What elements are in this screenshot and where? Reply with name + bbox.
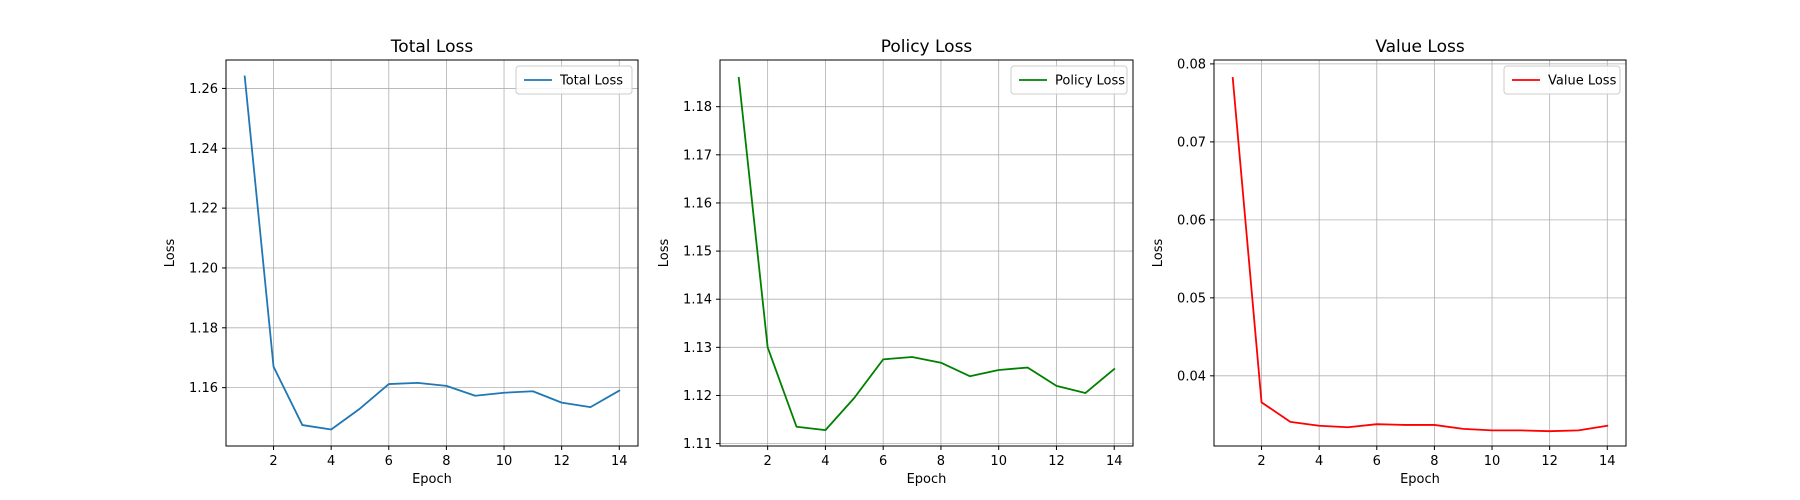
axes-frame [225, 59, 639, 447]
axes-frame [1213, 59, 1627, 447]
y-axis-label: Loss [163, 239, 178, 268]
y-tick-label: 1.14 [683, 293, 712, 308]
y-tick-label: 1.11 [683, 437, 712, 452]
y-tick-label: 1.16 [189, 381, 218, 396]
chart-title: Value Loss [1375, 37, 1465, 57]
y-tick-label: 0.07 [1177, 135, 1206, 150]
x-axis-label: Epoch [412, 472, 452, 487]
x-tick-label: 2 [764, 454, 772, 469]
series-line-0 [737, 76, 1116, 432]
y-tick-label: 1.20 [189, 261, 218, 276]
series-line-0 [1231, 76, 1609, 433]
legend-box [515, 65, 633, 95]
y-tick-label: 0.06 [1177, 213, 1206, 228]
y-tick-label: 1.18 [189, 321, 218, 336]
x-tick-label: 4 [821, 454, 829, 469]
x-tick-label: 14 [611, 454, 628, 469]
y-axis-label: Loss [1151, 239, 1166, 268]
chart-2: 2 4 6 8 10 12 14 0.04 0.05 0.06 0.07 0.08 Value Loss… [1151, 37, 1627, 487]
x-tick-label: 2 [1257, 454, 1265, 469]
y-tick-label: 1.15 [683, 245, 712, 260]
x-tick-label: 8 [937, 454, 945, 469]
chart-title: Policy Loss [881, 37, 973, 57]
legend-label: Value Loss [1548, 74, 1617, 89]
series-line-0 [243, 75, 621, 431]
y-tick-label: 1.16 [683, 196, 712, 211]
legend-box [1010, 65, 1128, 95]
legend: Total Loss [515, 65, 633, 95]
x-tick-label: 6 [385, 454, 393, 469]
y-tick-label: 1.17 [683, 148, 712, 163]
x-axis-label: Epoch [907, 472, 947, 487]
x-tick-label: 6 [1373, 454, 1381, 469]
x-tick-label: 10 [990, 454, 1007, 469]
y-tick-label: 1.22 [189, 202, 218, 217]
x-tick-label: 12 [1048, 454, 1065, 469]
x-tick-label: 4 [327, 454, 335, 469]
y-tick-label: 1.12 [683, 389, 712, 404]
y-tick-label: 1.18 [683, 100, 712, 115]
x-tick-label: 14 [1599, 454, 1616, 469]
x-tick-label: 10 [496, 454, 513, 469]
x-tick-label: 10 [1484, 454, 1501, 469]
y-tick-label: 0.04 [1177, 369, 1206, 384]
y-axis-label: Loss [657, 239, 672, 268]
x-tick-label: 8 [1430, 454, 1438, 469]
chart-1: 2 4 6 8 10 12 14 1.11 1.12 1.13 1.14 1.15 1.16 1.17 1.… [657, 37, 1134, 487]
x-tick-label: 8 [442, 454, 450, 469]
y-tick-label: 0.05 [1177, 291, 1206, 306]
x-tick-label: 4 [1315, 454, 1323, 469]
axes-frame [719, 59, 1134, 447]
y-tick-label: 1.24 [189, 142, 218, 157]
y-tick-label: 1.13 [683, 341, 712, 356]
x-tick-label: 12 [553, 454, 570, 469]
x-tick-label: 12 [1541, 454, 1558, 469]
x-axis-label: Epoch [1400, 472, 1440, 487]
legend-label: Policy Loss [1055, 74, 1125, 89]
x-tick-label: 14 [1106, 454, 1123, 469]
x-tick-label: 6 [879, 454, 887, 469]
y-tick-label: 0.08 [1177, 57, 1206, 72]
y-tick-label: 1.26 [189, 82, 218, 97]
legend-label: Total Loss [559, 74, 623, 89]
legend: Policy Loss [1010, 65, 1128, 95]
chart-title: Total Loss [390, 37, 474, 57]
chart-0: 2 4 6 8 10 12 14 1.16 1.18 1.20 1.22 1.24 1.26 Total … [163, 37, 639, 487]
legend: Value Loss [1503, 65, 1621, 95]
legend-box [1503, 65, 1621, 95]
x-tick-label: 2 [269, 454, 277, 469]
